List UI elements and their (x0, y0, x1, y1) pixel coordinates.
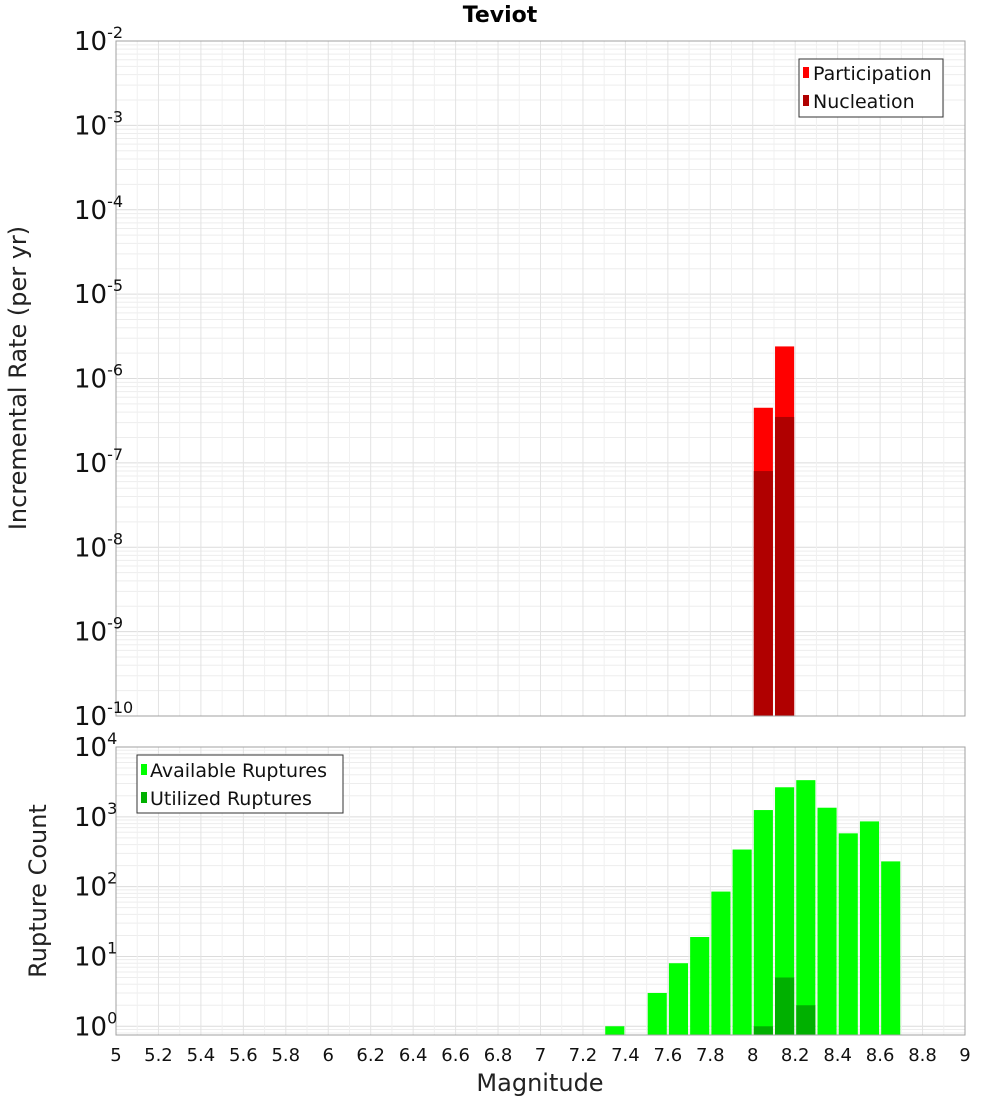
y-tick-label: 101 (74, 938, 117, 972)
bottom-plot-frame (115, 746, 966, 1036)
top-grid (115, 41, 966, 717)
bottom-bar-available-ruptures (881, 861, 901, 1035)
top-plot: 10-10 10-9 10-8 10-7 10-6 10-5 10-4 10-3 10-2 In… (4, 23, 966, 732)
y-tick-label: 10-8 (74, 529, 123, 563)
x-tick-label: 6.2 (356, 1045, 385, 1066)
top-bar-nucleation (753, 471, 773, 716)
bottom-legend: Available Ruptures Utilized Ruptures (136, 754, 344, 814)
y-tick-label: 100 (74, 1008, 117, 1042)
bottom-legend-box (136, 754, 344, 814)
bottom-bar-utilized-ruptures (753, 1026, 773, 1035)
top-legend-box (798, 58, 944, 118)
x-tick-label: 8.6 (866, 1045, 895, 1066)
bottom-bars (605, 780, 901, 1035)
x-tick-label: 5.8 (271, 1045, 300, 1066)
x-tick-label: 8.8 (908, 1045, 937, 1066)
legend-label-nucleation: Nucleation (813, 91, 915, 113)
x-tick-label: 9 (959, 1045, 970, 1066)
chart-title: Teviot (463, 3, 538, 28)
x-tick-label: 7.6 (654, 1045, 683, 1066)
bottom-bar-available-ruptures (838, 833, 858, 1035)
x-tick-label: 7.8 (696, 1045, 725, 1066)
y-tick-label: 104 (74, 729, 117, 763)
bottom-y-axis-label: Rupture Count (24, 804, 52, 978)
x-tick-label: 6 (323, 1045, 334, 1066)
top-bar-nucleation (775, 416, 795, 716)
x-tick-label: 5.6 (229, 1045, 258, 1066)
legend-swatch-participation (803, 67, 809, 78)
legend-swatch-utilized (141, 792, 147, 803)
x-tick-label: 5.2 (144, 1045, 173, 1066)
bottom-bar-available-ruptures (775, 787, 795, 1035)
bottom-bar-utilized-ruptures (796, 1005, 816, 1035)
bottom-bar-available-ruptures (711, 891, 731, 1035)
legend-label-participation: Participation (813, 63, 932, 85)
bottom-bar-available-ruptures (605, 1026, 625, 1035)
x-tick-label: 7.4 (611, 1045, 640, 1066)
x-tick-label: 6.4 (399, 1045, 428, 1066)
y-tick-label: 10-4 (74, 192, 123, 226)
legend-label-utilized: Utilized Ruptures (150, 788, 312, 810)
y-tick-label: 10-3 (74, 107, 123, 141)
top-y-axis-label: Incremental Rate (per yr) (4, 226, 32, 530)
bottom-bar-available-ruptures (859, 821, 880, 1035)
x-tick-label: 7.2 (569, 1045, 598, 1066)
bottom-bar-available-ruptures (647, 992, 667, 1035)
bottom-x-ticks: 5 5.2 5.4 5.6 5.8 6 6.2 6.4 6.6 6.8 7 7.2 7.4 7.6 7.8 8… (110, 1045, 970, 1066)
bottom-bar-available-ruptures (732, 849, 752, 1035)
y-tick-label: 103 (74, 799, 117, 833)
y-tick-label: 102 (74, 869, 117, 903)
top-y-ticks: 10-10 10-9 10-8 10-7 10-6 10-5 10-4 10-3 10-2 (74, 23, 133, 732)
bottom-bar-utilized-ruptures (775, 977, 795, 1035)
x-tick-label: 8 (747, 1045, 758, 1066)
bottom-plot: 100 101 102 103 104 5 5.2 5.4 5.6 5.8 6 6.2 6.4 6.6 6… (24, 729, 971, 1097)
x-tick-label: 8.2 (781, 1045, 810, 1066)
bottom-y-ticks: 100 101 102 103 104 (74, 729, 117, 1042)
legend-swatch-nucleation (803, 95, 809, 106)
bottom-bar-available-ruptures (753, 810, 773, 1035)
x-tick-label: 6.6 (441, 1045, 470, 1066)
legend-label-available: Available Ruptures (150, 760, 327, 782)
y-tick-label: 10-6 (74, 361, 123, 395)
y-tick-label: 10-2 (74, 23, 123, 57)
x-axis-label: Magnitude (476, 1069, 603, 1097)
bottom-bar-available-ruptures (690, 936, 710, 1035)
top-bars (753, 346, 795, 716)
top-legend: Participation Nucleation (798, 58, 944, 118)
y-tick-label: 10-7 (74, 445, 123, 479)
legend-swatch-available (141, 764, 147, 775)
x-tick-label: 5 (110, 1045, 121, 1066)
x-tick-label: 8.4 (823, 1045, 852, 1066)
bottom-bar-available-ruptures (668, 963, 689, 1035)
y-tick-label: 10-5 (74, 276, 123, 310)
x-tick-label: 7 (535, 1045, 546, 1066)
x-tick-label: 5.4 (187, 1045, 216, 1066)
top-plot-frame (115, 40, 966, 717)
x-tick-label: 6.8 (484, 1045, 513, 1066)
y-tick-label: 10-10 (74, 698, 133, 732)
bottom-bar-available-ruptures (817, 807, 837, 1035)
y-tick-label: 10-9 (74, 614, 123, 648)
bottom-bar-available-ruptures (796, 780, 816, 1035)
